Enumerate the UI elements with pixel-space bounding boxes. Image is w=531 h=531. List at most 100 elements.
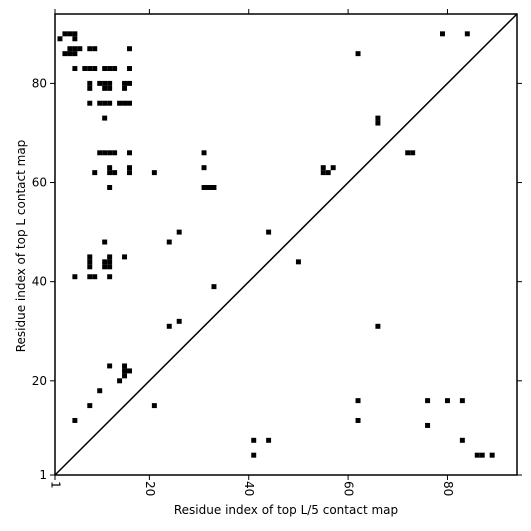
y-tick-label: 20 xyxy=(32,374,47,388)
x-tick-label: 80 xyxy=(441,481,455,496)
contact-point-top-l xyxy=(176,229,182,235)
contact-point-top-l xyxy=(107,264,113,270)
contact-point-top-l xyxy=(201,165,207,171)
contact-point-top-l xyxy=(122,80,128,86)
contact-point-top-l xyxy=(355,51,361,57)
contact-point-top-l xyxy=(127,80,132,86)
contact-point-top-l5 xyxy=(97,388,103,394)
contact-point-top-l xyxy=(107,150,113,156)
contact-point-top-l xyxy=(122,254,128,260)
contact-point-top-l xyxy=(87,80,93,86)
contact-point-top-l5 xyxy=(166,323,172,329)
contact-point-top-l5 xyxy=(444,398,450,404)
y-tick-label: 1 xyxy=(39,468,47,482)
contact-point-top-l xyxy=(62,31,68,37)
contact-point-top-l xyxy=(127,150,132,156)
contact-point-top-l xyxy=(97,80,103,86)
contact-point-top-l xyxy=(112,150,118,156)
plot-frame xyxy=(54,13,518,476)
contact-point-top-l5 xyxy=(355,398,361,404)
contact-point-top-l xyxy=(97,150,103,156)
contact-point-top-l xyxy=(107,254,113,260)
y-tick-label: 40 xyxy=(32,275,47,289)
contact-point-top-l xyxy=(410,150,416,156)
contact-point-top-l xyxy=(107,85,113,91)
contact-point-top-l5 xyxy=(425,398,431,404)
contact-point-top-l xyxy=(211,284,217,290)
contact-point-top-l5 xyxy=(117,378,123,384)
x-tick-label: 1 xyxy=(49,481,63,489)
axis-ticks: 1 20 40 60 80 1 20 40 60 80 xyxy=(32,9,522,496)
contact-point-top-l xyxy=(102,239,108,245)
contact-point-top-l xyxy=(151,170,157,176)
contact-point-top-l5 xyxy=(127,368,132,374)
contact-point-top-l xyxy=(266,229,272,235)
contact-point-top-l xyxy=(87,66,93,72)
contact-point-top-l5 xyxy=(87,403,93,409)
contact-point-top-l5 xyxy=(425,422,431,428)
contact-point-top-l xyxy=(127,100,132,106)
contact-point-top-l xyxy=(117,100,123,106)
contact-point-top-l xyxy=(102,100,108,106)
contact-point-top-l xyxy=(102,115,108,121)
contact-point-top-l xyxy=(92,46,98,52)
contact-point-top-l xyxy=(72,36,78,42)
y-tick-label: 80 xyxy=(32,76,47,90)
contact-point-top-l xyxy=(320,170,326,176)
contact-point-top-l xyxy=(72,274,78,280)
contact-point-top-l xyxy=(77,46,83,52)
contact-point-top-l xyxy=(464,31,470,37)
contact-point-top-l5 xyxy=(122,373,128,379)
contact-point-top-l xyxy=(127,170,132,176)
contact-point-top-l xyxy=(67,46,73,52)
contact-point-top-l5 xyxy=(459,398,465,404)
contact-point-top-l xyxy=(112,66,118,72)
contact-point-top-l xyxy=(375,120,381,126)
contact-point-top-l xyxy=(201,150,207,156)
contact-point-top-l xyxy=(107,165,113,171)
contact-point-top-l xyxy=(375,115,381,121)
contact-point-top-l xyxy=(72,51,78,57)
contact-point-top-l5 xyxy=(474,452,480,458)
contact-point-top-l xyxy=(67,51,73,57)
contact-point-top-l xyxy=(72,66,78,72)
y-axis-label: Residue index of top L contact map xyxy=(14,140,28,353)
contact-point-top-l xyxy=(57,36,63,42)
contact-point-top-l5 xyxy=(151,403,157,409)
contact-point-top-l xyxy=(72,31,78,37)
contact-point-top-l xyxy=(320,165,326,171)
contact-point-top-l5 xyxy=(107,363,113,369)
contact-point-top-l xyxy=(122,100,128,106)
contact-point-top-l xyxy=(127,66,132,72)
x-tick-label: 20 xyxy=(143,481,157,496)
contact-point-top-l xyxy=(112,170,118,176)
contact-point-top-l xyxy=(87,274,93,280)
contact-point-top-l xyxy=(102,85,108,91)
contact-point-top-l xyxy=(87,46,93,52)
contact-point-top-l xyxy=(107,259,113,265)
x-axis-label: Residue index of top L/5 contact map xyxy=(174,503,398,517)
contact-point-top-l xyxy=(330,165,336,171)
contact-point-top-l5 xyxy=(295,259,301,265)
contact-point-top-l5 xyxy=(266,437,272,443)
contact-point-top-l5 xyxy=(459,437,465,443)
contact-point-top-l5 xyxy=(355,417,361,423)
contact-point-top-l xyxy=(102,150,108,156)
contact-point-top-l xyxy=(102,264,108,270)
contact-point-top-l xyxy=(122,85,128,91)
contact-point-top-l xyxy=(440,31,445,37)
contact-point-top-l xyxy=(107,80,113,86)
contact-point-top-l5 xyxy=(251,452,257,458)
contact-point-top-l xyxy=(107,100,113,106)
contact-point-top-l xyxy=(92,274,98,280)
contact-point-top-l5 xyxy=(251,437,257,443)
contact-point-top-l5 xyxy=(122,368,128,374)
contact-point-top-l xyxy=(92,66,98,72)
contact-point-top-l xyxy=(166,239,172,245)
contact-point-top-l xyxy=(211,185,217,190)
contact-point-top-l xyxy=(102,80,108,86)
contact-point-top-l xyxy=(92,170,98,176)
y-tick-label: 60 xyxy=(32,176,47,190)
contact-point-top-l xyxy=(107,170,113,176)
